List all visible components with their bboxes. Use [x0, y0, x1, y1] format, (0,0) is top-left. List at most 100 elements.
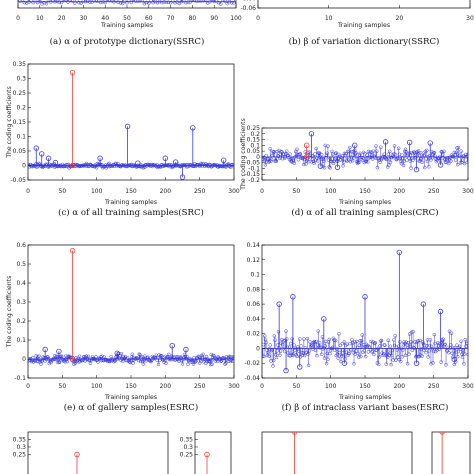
noise-point: [208, 0, 212, 4]
noise-point: [40, 2, 44, 6]
noise-point: [407, 332, 412, 336]
noise-point: [68, 0, 73, 3]
noise-point: [465, 160, 468, 165]
noise-point: [269, 157, 274, 162]
noise-point: [437, 347, 441, 351]
noise-point: [59, 354, 64, 359]
noise-point: [81, 0, 86, 3]
y-axis-label: The coding coefficients: [6, 86, 13, 159]
noise-point: [141, 362, 146, 366]
noise-point: [459, 149, 463, 153]
x-tick-label: 80: [189, 15, 197, 22]
noise-point: [460, 158, 465, 162]
stem-marker: [291, 432, 298, 435]
noise-point: [120, 1, 125, 6]
noise-point: [44, 162, 48, 167]
noise-point: [332, 338, 336, 342]
noise-point: [83, 0, 88, 4]
panel-caption: (c) α of all training samples(SRC): [58, 207, 204, 218]
x-tick-label: 100: [91, 383, 103, 390]
y-tick-label: 0.6: [16, 242, 26, 249]
noise-point: [197, 163, 201, 168]
chart-panel-g1: 0.350.30.25: [13, 431, 169, 474]
noise-point: [429, 344, 434, 349]
noise-point: [431, 361, 435, 365]
noise-point: [408, 344, 413, 349]
noise-point: [339, 157, 343, 162]
noise-point: [54, 355, 58, 359]
stem-base-marker: [69, 356, 76, 362]
noise-point: [367, 156, 371, 160]
noise-point: [147, 1, 151, 6]
noise-point: [356, 351, 360, 356]
noise-point: [462, 352, 467, 356]
noise-point: [350, 158, 355, 163]
noise-point: [393, 334, 397, 338]
noise-point: [275, 349, 279, 353]
noise-point: [298, 355, 303, 359]
noise-point: [166, 0, 171, 4]
stem-marker: [162, 155, 169, 161]
noise-point: [454, 350, 459, 354]
noise-point: [268, 343, 272, 347]
noise-point: [336, 356, 340, 360]
noise-point: [307, 349, 312, 353]
noise-point: [282, 152, 286, 156]
noise-point: [62, 0, 66, 2]
noise-point: [333, 338, 338, 343]
noise-point: [220, 356, 225, 361]
stem-marker: [69, 69, 76, 76]
noise-point: [409, 340, 413, 344]
noise-point: [409, 151, 414, 155]
noise-point: [203, 357, 207, 362]
noise-point: [271, 364, 275, 368]
stem-marker: [39, 151, 45, 157]
noise-point: [348, 159, 353, 164]
y-tick-label: 0.15: [247, 137, 261, 144]
noise-point: [105, 0, 110, 2]
noise-point: [125, 0, 129, 5]
noise-point: [308, 340, 312, 344]
noise-point: [81, 358, 85, 363]
noise-point: [232, 354, 234, 359]
noise-point: [75, 359, 79, 364]
noise-point: [390, 348, 395, 353]
noise-point: [386, 152, 391, 157]
noise-point: [52, 357, 56, 362]
y-tick-label: 0.35: [180, 437, 194, 444]
x-tick-label: 20: [396, 15, 404, 22]
noise-point: [300, 350, 304, 355]
noise-point: [349, 348, 354, 352]
panel-caption: (b) β of variation dictionary(SSRC): [289, 36, 440, 47]
noise-point: [378, 344, 382, 348]
noise-point: [455, 162, 460, 167]
noise-point: [324, 361, 329, 366]
noise-point: [335, 158, 339, 163]
noise-point: [232, 163, 234, 168]
noise-point: [281, 346, 286, 351]
x-tick-label: 10: [36, 15, 44, 22]
y-tick-label: -0.06: [240, 5, 256, 12]
noise-point: [388, 344, 393, 349]
x-tick-label: 60: [145, 15, 153, 22]
noise-point: [85, 164, 89, 168]
noise-point: [181, 0, 186, 3]
noise-point: [456, 349, 461, 354]
noise-point: [201, 0, 206, 3]
noise-point: [72, 1, 77, 5]
stem-marker: [420, 301, 427, 307]
noise-point: [411, 329, 415, 334]
noise-point: [127, 0, 131, 3]
noise-point: [129, 0, 134, 5]
noise-point: [79, 1, 83, 5]
stem-marker: [297, 364, 303, 370]
stem-marker: [437, 308, 444, 315]
panel-caption: (f) β of intraclass variant bases(ESRC): [282, 402, 449, 413]
noise-point: [107, 161, 111, 166]
noise-point: [352, 155, 356, 160]
stem-marker: [204, 451, 210, 458]
noise-point: [302, 337, 306, 341]
noise-point: [306, 159, 311, 164]
noise-point: [328, 351, 332, 356]
